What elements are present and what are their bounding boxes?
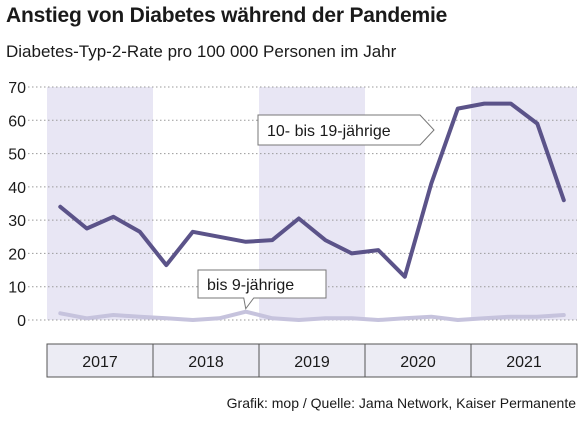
y-tick-label: 30 [8, 213, 26, 230]
y-tick-label: 0 [17, 313, 26, 330]
y-tick-label: 50 [8, 147, 26, 164]
x-tick-label-2020: 2020 [400, 354, 436, 371]
annotation-box-10-19 [257, 114, 435, 146]
x-tick-label-2019: 2019 [294, 354, 330, 371]
y-tick-label: 40 [8, 180, 26, 197]
x-axis-box [46, 343, 578, 378]
chart-subtitle: Diabetes-Typ-2-Rate pro 100 000 Personen… [6, 42, 397, 61]
x-tick-label-2021: 2021 [506, 354, 542, 371]
source-note: Grafik: mop / Quelle: Jama Network, Kais… [226, 395, 576, 411]
x-tick-label-2018: 2018 [188, 354, 224, 371]
x-tick-label-2017: 2017 [82, 354, 118, 371]
y-tick-label: 70 [8, 80, 26, 97]
annotation-label-0-9: bis 9-jährige [207, 277, 294, 294]
y-tick-label: 20 [8, 246, 26, 263]
chart-title: Anstieg von Diabetes während der Pandemi… [6, 4, 448, 27]
annotation-label-10-19: 10- bis 19-jährige [267, 123, 391, 140]
y-tick-label: 60 [8, 113, 26, 130]
y-tick-label: 10 [8, 280, 26, 297]
year-band-2021 [471, 87, 577, 320]
series-line-10-19 [58, 101, 566, 279]
year-band-2017 [47, 87, 153, 320]
annotation-box-0-9 [197, 269, 327, 310]
series-line-0-9 [58, 309, 566, 322]
